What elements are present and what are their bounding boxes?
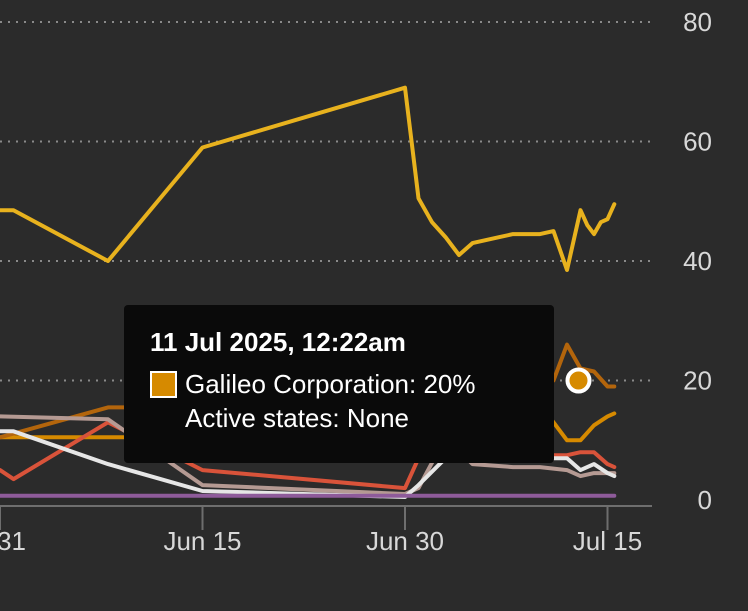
hover-marker — [565, 367, 592, 394]
y-axis-ticks: 0 20 40 60 80 — [683, 7, 712, 515]
series-line-1 — [0, 85, 617, 272]
y-tick-label: 40 — [683, 246, 712, 276]
legend-swatch — [150, 370, 177, 398]
hover-point — [565, 367, 592, 394]
tooltip-active-states: Active states: None — [185, 403, 409, 433]
x-tick-label: Jul 15 — [573, 526, 642, 556]
tooltip-series-value: Galileo Corporation: 20% — [185, 369, 476, 399]
x-tick-label: 31 — [0, 526, 26, 556]
x-tick-label: Jun 30 — [366, 526, 444, 556]
series-line-5 — [0, 414, 617, 496]
tooltip: 11 Jul 2025, 12:22am Galileo Corporation… — [124, 305, 554, 463]
y-tick-label: 60 — [683, 127, 712, 157]
tooltip-series-row: Galileo Corporation: 20% — [150, 369, 554, 399]
y-tick-label: 0 — [698, 485, 712, 515]
x-axis-ticks: 31 Jun 15 Jun 30 Jul 15 — [0, 506, 642, 556]
y-tick-label: 20 — [683, 366, 712, 396]
y-tick-label: 80 — [683, 7, 712, 37]
x-tick-label: Jun 15 — [163, 526, 241, 556]
tooltip-date: 11 Jul 2025, 12:22am — [150, 327, 406, 357]
